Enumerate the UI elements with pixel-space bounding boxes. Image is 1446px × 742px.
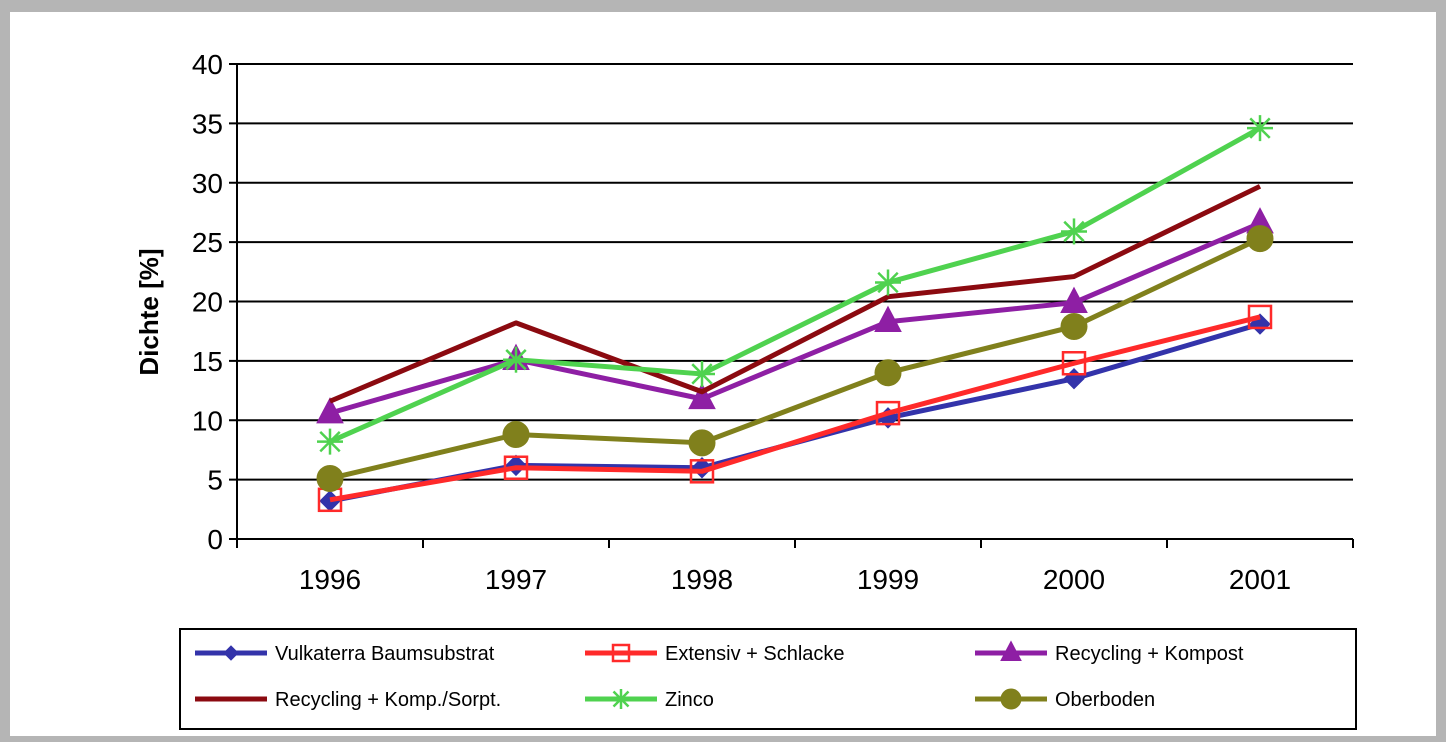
star-stroke	[691, 363, 713, 385]
data-point	[1061, 351, 1087, 376]
series-line	[329, 184, 1262, 404]
x-tick-label: 2001	[1229, 564, 1291, 595]
y-tick-label: 35	[192, 108, 223, 139]
star-stroke	[1063, 220, 1085, 243]
series-line	[328, 125, 1262, 444]
legend-box	[179, 628, 1357, 730]
data-point	[1060, 286, 1088, 313]
y-tick-label: 20	[192, 287, 223, 318]
y-tick-label: 25	[192, 227, 223, 258]
series-line	[329, 314, 1261, 503]
series-3	[316, 207, 1274, 424]
legend-item: Vulkaterra Baumsubstrat	[195, 643, 495, 665]
data-point	[502, 421, 530, 448]
x-tick-label: 1998	[671, 564, 733, 595]
series-4	[329, 184, 1262, 404]
star-stroke	[505, 349, 527, 371]
data-point	[1060, 312, 1088, 340]
legend-label: Vulkaterra Baumsubstrat	[275, 643, 495, 665]
y-axis-title: Dichte [%]	[134, 248, 164, 375]
data-point	[689, 459, 715, 484]
y-tick-label: 30	[192, 168, 223, 199]
legend-label: Extensiv + Schlacke	[665, 643, 845, 665]
legend-item: Oberboden	[975, 688, 1155, 711]
y-tick-label: 0	[207, 524, 223, 555]
y-tick-label: 40	[192, 49, 223, 80]
data-point	[611, 689, 631, 709]
data-point	[875, 400, 901, 426]
data-point	[688, 382, 716, 410]
data-point	[874, 359, 902, 387]
legend: Vulkaterra Baumsubstrat Extensiv + Schlac…	[179, 628, 1357, 730]
data-point	[316, 397, 344, 424]
data-point	[503, 455, 529, 480]
x-tick-label: 2000	[1043, 564, 1105, 595]
data-point	[1246, 225, 1274, 253]
series-line	[329, 220, 1261, 416]
star-stroke	[612, 690, 630, 708]
data-point	[1061, 218, 1087, 245]
data-point	[1247, 304, 1273, 330]
data-point	[874, 305, 902, 332]
legend-label: Oberboden	[1055, 689, 1155, 711]
series-line	[329, 236, 1262, 481]
series-5	[317, 115, 1273, 455]
y-tick-label: 5	[207, 465, 223, 496]
x-tick-label: 1999	[857, 564, 919, 595]
data-point	[611, 643, 631, 663]
data-point	[1063, 367, 1085, 390]
data-point	[223, 645, 239, 661]
y-tick-label: 15	[192, 346, 223, 377]
legend-item: Recycling + Kompost	[975, 640, 1244, 665]
data-point	[688, 429, 716, 457]
data-point	[317, 428, 343, 455]
star-stroke	[319, 430, 341, 453]
data-point	[689, 360, 715, 387]
legend-label: Recycling + Komp./Sorpt.	[275, 689, 501, 711]
legend-label: Zinco	[665, 689, 714, 711]
chart-frame: 0 5 10 15 20 25 30 35 40 1996 1997 1998 1999 2000 2001…	[10, 12, 1436, 736]
data-point	[503, 346, 529, 373]
legend-item: Recycling + Komp./Sorpt.	[195, 689, 501, 711]
line-chart: 0 5 10 15 20 25 30 35 40 1996 1997 1998 1999 2000 2001…	[134, 49, 1357, 730]
data-point	[316, 464, 344, 492]
series	[316, 115, 1274, 513]
data-point	[1000, 688, 1022, 710]
legend-item: Extensiv + Schlacke	[585, 643, 845, 665]
legend-label: Recycling + Kompost	[1055, 643, 1244, 665]
x-tick-label: 1996	[299, 564, 361, 595]
data-point	[1000, 640, 1022, 661]
star-stroke	[1249, 117, 1271, 139]
axes: 0 5 10 15 20 25 30 35 40 1996 1997 1998 1999 2000 2001	[192, 49, 1354, 595]
y-tick-label: 10	[192, 405, 223, 436]
data-point	[875, 269, 901, 296]
data-point	[1247, 115, 1273, 142]
series-6	[316, 225, 1274, 492]
legend-item: Zinco	[585, 689, 714, 711]
x-tick-label: 1997	[485, 564, 547, 595]
star-stroke	[877, 271, 899, 294]
